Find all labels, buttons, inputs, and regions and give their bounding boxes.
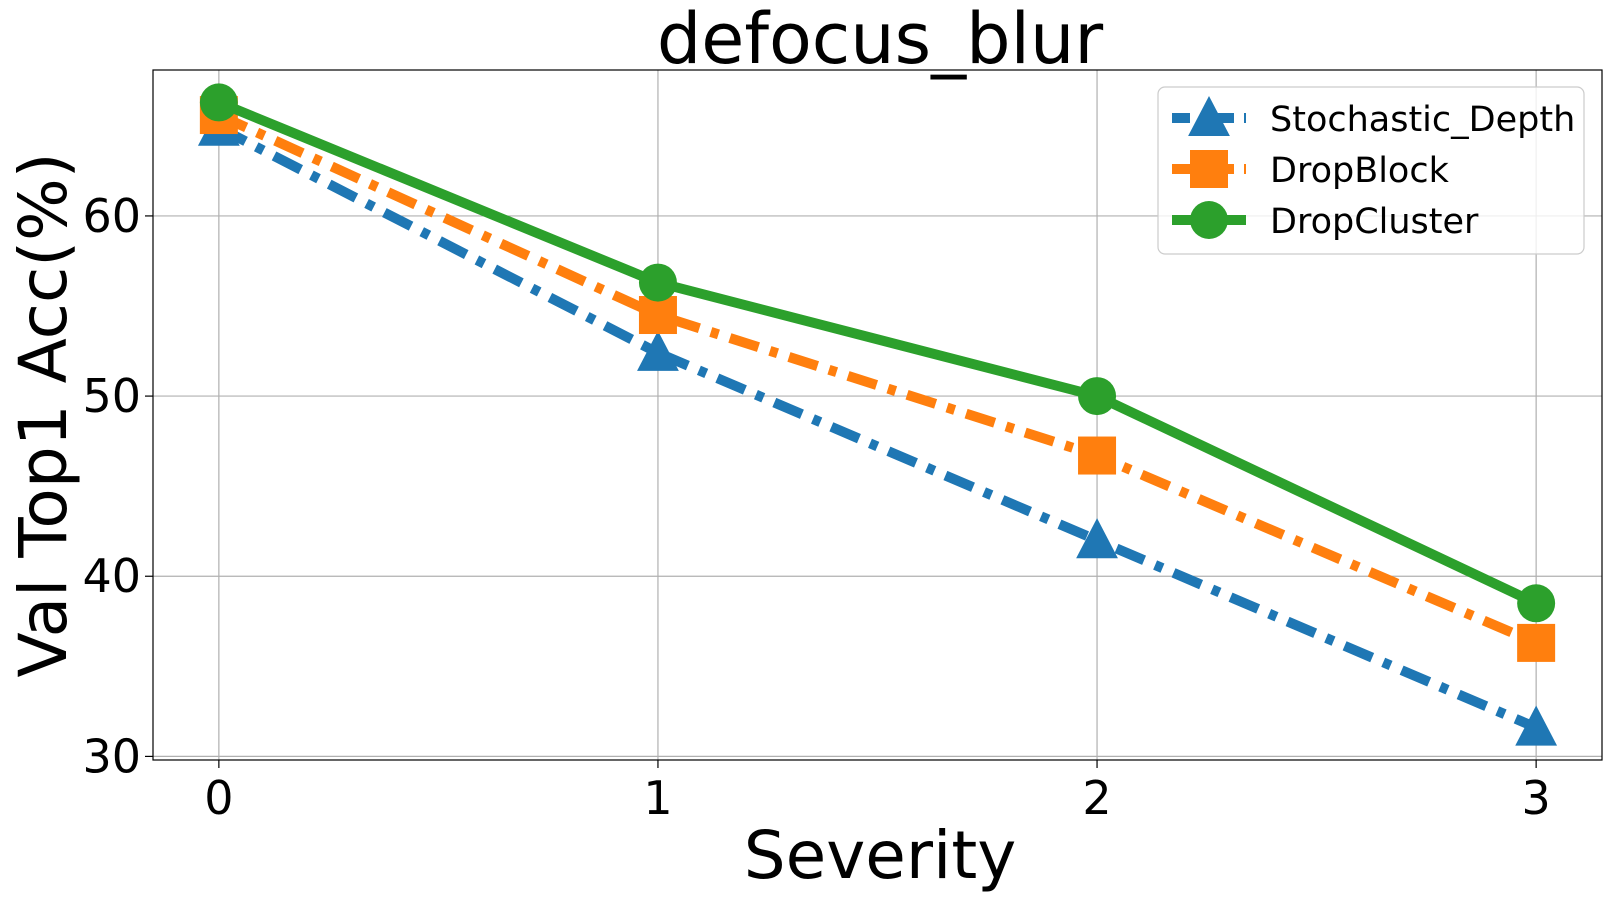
x-tick-label: 1 [643, 771, 672, 825]
y-tick-label: 60 [82, 189, 141, 243]
data-point [638, 263, 677, 302]
y-tick-label: 50 [82, 369, 141, 423]
x-tick-label: 2 [1082, 771, 1111, 825]
data-point [1076, 518, 1118, 559]
y-tick-label: 40 [82, 549, 141, 603]
legend-entry: DropCluster [1172, 201, 1479, 242]
series-line [216, 110, 1539, 648]
legend-box [1157, 86, 1585, 255]
legend-marker [1188, 95, 1230, 137]
legend-entry: DropBlock [1172, 150, 1450, 191]
legend: Stochastic_Depth DropBlock DropCluster [1157, 86, 1585, 255]
data-point [637, 330, 679, 371]
y-axis-label: Val Top1 Acc(%) [5, 153, 82, 678]
series-line [216, 97, 1539, 608]
x-tick-label: 3 [1521, 771, 1550, 825]
chart-title: defocus_blur [657, 0, 1104, 80]
data-point [1078, 377, 1117, 416]
legend-marker [1190, 150, 1228, 188]
legend-label: DropBlock [1270, 151, 1450, 191]
legend-label: Stochastic_Depth [1270, 100, 1575, 140]
data-point [1515, 705, 1558, 746]
legend-items: Stochastic_Depth DropBlock DropCluster [1172, 95, 1575, 242]
data-point [199, 83, 238, 122]
series-layer [197, 83, 1558, 746]
legend-entry: Stochastic_Depth [1172, 95, 1575, 140]
ticks: 0 1 2 3 30 40 50 60 [82, 189, 1550, 825]
data-point [1517, 584, 1556, 623]
x-axis-label: Severity [744, 817, 1017, 894]
series-dropcluster [199, 83, 1556, 623]
data-point [638, 296, 677, 335]
plot-frame [152, 69, 1603, 761]
y-tick-label: 30 [82, 729, 141, 783]
x-tick-label: 0 [204, 771, 233, 825]
legend-label: DropCluster [1270, 202, 1479, 242]
legend-marker [1190, 201, 1228, 239]
data-point [1517, 623, 1556, 662]
data-point [1078, 436, 1117, 475]
